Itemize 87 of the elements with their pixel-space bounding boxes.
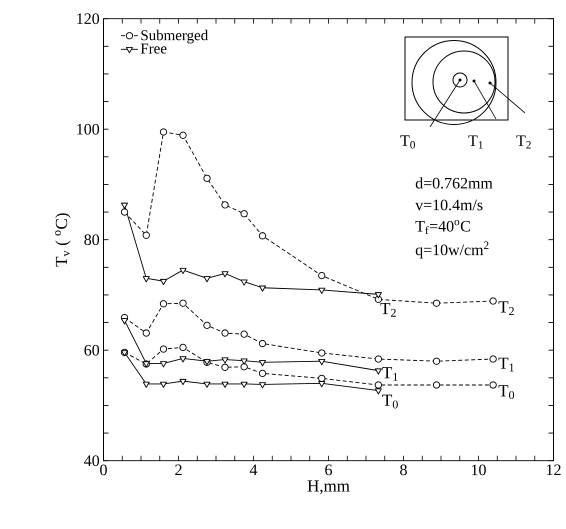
point	[120, 208, 128, 216]
x-tick-label: 6	[325, 464, 332, 476]
point	[374, 381, 382, 389]
point	[204, 382, 210, 388]
point	[142, 382, 150, 388]
x-tick-label: 8	[400, 464, 407, 476]
y-tick-label: 100	[77, 124, 100, 135]
point	[179, 132, 187, 139]
point	[432, 300, 440, 307]
point	[374, 355, 382, 363]
point	[221, 201, 229, 209]
annotation: T$_{0}$	[400, 135, 415, 149]
point	[240, 363, 248, 370]
point	[240, 358, 248, 365]
annotation: T$_{2}$	[380, 303, 396, 317]
point	[489, 381, 497, 389]
x-axis-title: H,mm	[308, 480, 350, 494]
point	[142, 329, 150, 337]
x-tick-label: 4	[250, 464, 258, 475]
point	[240, 210, 248, 218]
y-tick-label: 80	[84, 234, 100, 246]
point	[258, 232, 266, 240]
point	[432, 358, 440, 365]
point	[240, 279, 248, 286]
x-tick-label: 2	[175, 464, 182, 476]
point	[258, 340, 266, 348]
annotation: q=10w/cm$^{2}$	[416, 241, 488, 258]
point	[142, 232, 150, 239]
point	[318, 374, 326, 382]
y-tick-label: 40	[84, 455, 100, 466]
point	[318, 272, 326, 280]
x-tick-label: 0	[100, 464, 107, 476]
point	[203, 174, 211, 182]
point	[259, 286, 266, 292]
point	[160, 361, 167, 368]
point	[432, 381, 440, 389]
point	[160, 345, 168, 353]
point	[318, 359, 326, 366]
point	[318, 349, 326, 357]
annotation: d=0.762mm	[416, 177, 493, 189]
point	[160, 300, 168, 308]
annotation: T$_{2}$	[516, 135, 531, 148]
y-axis-title: T$_{v}$ ( $^{o}$C)	[55, 213, 71, 266]
point	[374, 368, 382, 375]
point	[318, 288, 326, 294]
annotation: T$_{f}$=40$^{o}$C	[415, 220, 470, 234]
x-tick-label: 12	[546, 464, 561, 476]
y-tick-label: 120	[77, 13, 100, 24]
point	[240, 330, 248, 338]
y-tick-label: 60	[84, 344, 100, 356]
point	[374, 388, 382, 394]
point	[222, 271, 228, 278]
point	[221, 364, 229, 371]
point	[259, 360, 266, 366]
point	[221, 329, 229, 337]
point	[179, 300, 187, 307]
point	[259, 382, 266, 388]
point	[142, 276, 150, 282]
point	[160, 382, 167, 388]
point	[179, 344, 187, 352]
x-tick-label: 10	[472, 464, 486, 476]
point	[240, 382, 248, 388]
annotation: T$_{2}$	[498, 301, 514, 316]
point	[318, 381, 326, 388]
point	[160, 128, 168, 136]
point	[222, 382, 228, 388]
point	[121, 202, 128, 209]
legend-label: Submerged	[141, 30, 208, 44]
point	[180, 268, 186, 274]
annotation: T$_{1}$	[498, 358, 514, 372]
annotation: T$_{0}$	[382, 394, 398, 408]
point	[160, 278, 167, 286]
annotation: T$_{0}$	[498, 385, 514, 400]
point	[180, 356, 186, 362]
point	[203, 322, 211, 329]
point	[489, 297, 497, 305]
annotation: T$_{1}$	[468, 135, 483, 148]
point	[222, 357, 228, 364]
legend-label: Free	[140, 44, 166, 54]
annotation: v=10.4m/s	[415, 200, 483, 210]
point	[204, 276, 210, 282]
annotation: T$_{1}$	[382, 367, 398, 381]
point	[121, 318, 128, 324]
point	[489, 355, 497, 363]
point	[258, 370, 266, 378]
point	[374, 292, 382, 298]
point	[180, 378, 186, 386]
